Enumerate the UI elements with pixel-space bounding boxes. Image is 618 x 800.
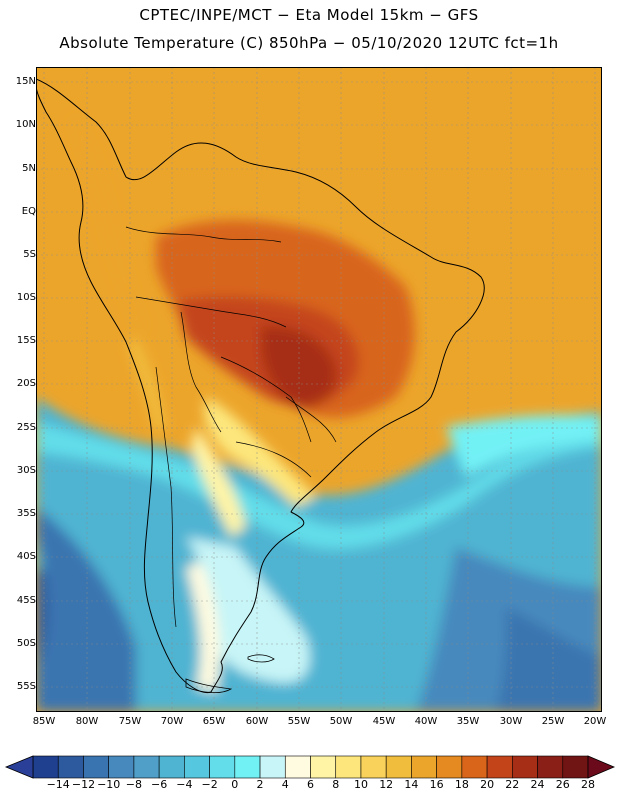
lon-label: 25W [541,716,565,727]
colorbar-swatch [436,755,463,779]
graticule [36,67,602,712]
colorbar-tick-label: 12 [379,778,394,791]
lat-label: 15N [15,76,36,87]
colorbar-swatch [562,755,589,779]
lat-label: 20S [16,378,36,389]
colorbar-swatch [512,755,538,779]
lat-label: 35S [16,508,36,519]
colorbar-tick-label: 16 [429,778,444,791]
lon-label: 40W [414,716,438,727]
lon-label: 45W [372,716,396,727]
colorbar-swatch [310,755,337,779]
lat-label: 10N [15,119,36,130]
lat-label: 30S [16,465,36,476]
lon-label: 75W [118,716,142,727]
colorbar-swatch [360,755,387,779]
colorbar-swatch [32,755,59,779]
colorbar-swatch [184,755,210,779]
colorbar-swatch [335,755,362,779]
lon-label: 70W [160,716,184,727]
lat-label: 55S [16,681,36,692]
lon-label: 50W [329,716,353,727]
colorbar-tick-label: 10 [354,778,368,791]
colorbar-tick-label: 28 [581,778,595,791]
lon-label: 80W [75,716,99,727]
colorbar-tick-label: 24 [530,778,545,791]
map-frame [36,67,602,712]
colorbar-tick-label: −14 [46,778,70,791]
lat-label: 40S [16,551,36,562]
colorbar-swatch [411,755,437,779]
colorbar-tick-label: 6 [307,778,314,791]
colorbar-tick-label: 26 [555,778,570,791]
colorbar-high-arrow [587,755,616,779]
chart-subtitle: Absolute Temperature (C) 850hPa − 05/10/… [59,34,559,52]
field-andes-central [128,337,166,432]
lat-label: EQ [21,206,36,217]
colorbar-tick-label: 8 [332,778,340,791]
colorbar-swatch [209,755,236,779]
colorbar-swatch [108,755,135,779]
field-hottest-core [261,326,337,408]
field-cream-andes [186,562,221,692]
colorbar-tick-label: −4 [176,778,193,791]
lat-label: 45S [16,595,36,606]
colorbar-tick-label: 0 [231,778,239,791]
colorbar-swatch [158,755,185,779]
lat-label: 50S [16,638,36,649]
colorbar-tick-label: 20 [480,778,495,791]
colorbar-tick-label: 4 [281,778,289,791]
lon-label: 30W [499,716,523,727]
colorbar-swatch [385,755,412,779]
lat-label: 5N [22,163,36,174]
islands [185,654,275,693]
colorbar-tick-label: −12 [71,778,96,791]
colorbar-swatch [461,755,488,779]
lon-label: 85W [32,716,56,727]
lon-label: 35W [456,716,480,727]
country-borders [125,226,337,628]
colorbar-swatch [259,755,286,779]
field-light-yellow [191,427,246,537]
field-yellow-transition [204,397,316,507]
colorbar-tick-label: 22 [505,778,520,791]
lon-label: 55W [287,716,311,727]
colorbar-tick-label: −2 [201,778,218,791]
colorbar-swatch [486,755,513,779]
field-cold-w [36,507,136,712]
colorbar-tick-label: 14 [404,778,419,791]
field-cyan-band [36,422,602,549]
coastline [36,78,485,694]
colorbar-swatch [284,755,311,779]
lat-label: 15S [16,335,36,346]
colorbar [4,755,616,779]
colorbar-swatch [234,755,261,779]
lat-label: 25S [16,422,36,433]
map-canvas [36,67,602,712]
lon-label: 65W [202,716,226,727]
field-andes-north [71,117,146,332]
colorbar-swatch [537,755,564,779]
colorbar-low-arrow [4,755,34,779]
colorbar-tick-label: −6 [150,778,168,791]
colorbar-swatch [133,755,160,779]
field-cold-se-deep [496,607,602,712]
colorbar-tick-label: −8 [125,778,142,791]
colorbar-tick-label: 18 [454,778,469,791]
field-hot-amazon [286,236,356,294]
field-cyan-light [446,415,602,477]
lon-label: 60W [245,716,269,727]
chart-title: CPTEC/INPE/MCT − Eta Model 15km − GFS [139,6,479,24]
lon-label: 20W [583,716,607,727]
colorbar-swatch [57,755,84,779]
lat-label: 10S [16,292,36,303]
temperature-map [36,67,602,712]
colorbar-swatch [83,755,109,779]
lat-label: 5S [23,249,36,260]
colorbar-tick-label: −10 [97,778,121,791]
colorbar-tick-label: 2 [256,778,264,791]
